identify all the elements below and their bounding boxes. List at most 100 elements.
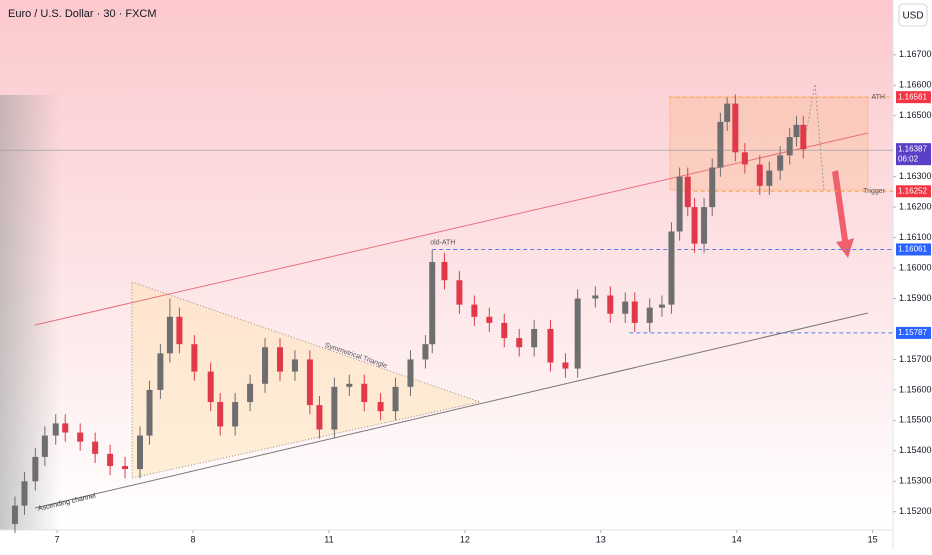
level-name: ATH — [872, 94, 885, 101]
countdown: 06:02 — [898, 154, 919, 163]
candle-body — [41, 435, 48, 457]
candle-body — [793, 124, 800, 138]
y-tick-label: 1.15900 — [899, 293, 932, 303]
candle-body — [741, 152, 748, 165]
current-value: 1.16387 — [898, 144, 927, 153]
candle-body — [732, 103, 739, 153]
candle-body — [471, 304, 478, 317]
y-tick-label: 1.16700 — [899, 49, 932, 59]
candle-body — [157, 353, 164, 390]
level-value: 1.16252 — [898, 186, 927, 195]
candle-body — [668, 231, 675, 305]
time-axis — [0, 530, 893, 550]
y-tick-label: 1.15400 — [899, 445, 932, 455]
candle-body — [691, 207, 698, 244]
x-tick-label: 8 — [190, 534, 195, 544]
candle-body — [21, 481, 28, 506]
candle-body — [684, 176, 691, 208]
candle-body — [276, 347, 283, 372]
triangle — [131, 281, 482, 479]
candle-body — [592, 295, 599, 299]
candle-body — [800, 124, 807, 150]
candle-body — [136, 435, 143, 470]
candle-body — [709, 167, 716, 208]
y-tick-label: 1.16000 — [899, 262, 932, 272]
candle-body — [361, 383, 368, 403]
candle-body — [607, 295, 614, 314]
candle-body — [441, 261, 448, 281]
current-tag — [896, 143, 931, 166]
candle-body — [107, 453, 114, 467]
candle-body — [32, 456, 39, 482]
candle-body — [217, 402, 224, 427]
candle-body — [717, 121, 724, 168]
currency-label[interactable]: USD — [902, 11, 923, 22]
y-tick-label: 1.15500 — [899, 415, 932, 425]
candle-body — [646, 307, 653, 323]
currency-button[interactable] — [898, 3, 928, 27]
down-arrow — [832, 170, 854, 258]
y-tick-label: 1.16100 — [899, 232, 932, 242]
level-tag — [896, 326, 931, 339]
level-name: Trigger — [863, 188, 886, 195]
candle-body — [392, 386, 399, 412]
level-value: 1.15787 — [898, 328, 927, 337]
candle-body — [331, 386, 338, 430]
candle-body — [62, 423, 69, 433]
candle-body — [429, 261, 436, 345]
candle-body — [232, 402, 239, 427]
candle-body — [456, 280, 463, 305]
y-tick-label: 1.15600 — [899, 384, 932, 394]
candle-body — [516, 338, 523, 348]
candle-body — [191, 344, 198, 372]
candle-body — [377, 402, 384, 412]
candle-body — [146, 389, 153, 436]
candle-body — [52, 423, 59, 436]
candle-body — [306, 359, 313, 406]
x-tick-label: 12 — [460, 534, 470, 544]
level-tag — [896, 185, 931, 198]
candle-body — [407, 359, 414, 387]
candle-body — [166, 316, 173, 354]
candle-body — [77, 432, 84, 442]
candle-body — [122, 466, 129, 470]
x-tick-label: 13 — [596, 534, 606, 544]
level-value: 1.16061 — [898, 245, 927, 254]
candle-body — [701, 207, 708, 244]
candle-body — [724, 103, 731, 122]
y-tick-label: 1.15300 — [899, 476, 932, 486]
y-tick-label: 1.16600 — [899, 80, 932, 90]
channel-bottom — [34, 312, 869, 509]
channel-top — [34, 132, 869, 326]
y-tick-label: 1.16300 — [899, 171, 932, 181]
level-name: old-ATH — [430, 239, 455, 246]
candle-body — [291, 359, 298, 372]
candle-body — [756, 164, 763, 186]
y-tick-label: 1.16500 — [899, 110, 932, 120]
candle-body — [531, 328, 538, 348]
candle-body — [631, 301, 638, 323]
candle-body — [262, 347, 269, 384]
candle-body — [658, 304, 665, 308]
x-tick-label: 11 — [324, 534, 333, 544]
x-tick-label: 14 — [732, 534, 742, 544]
candle-body — [486, 316, 493, 323]
level-tag — [896, 91, 931, 104]
chart-title: Euro / U.S. Dollar · 30 · FXCM — [8, 8, 157, 20]
x-tick-label: 7 — [55, 534, 60, 544]
candle-body — [777, 155, 784, 171]
candle-body — [622, 301, 629, 314]
y-tick-label: 1.15700 — [899, 354, 932, 364]
candle-body — [562, 362, 569, 369]
candle-body — [207, 371, 214, 403]
volume-profile — [0, 95, 60, 530]
candle-body — [176, 316, 183, 345]
candle-body — [786, 137, 793, 156]
candle-body — [92, 441, 99, 454]
candle-body — [346, 383, 353, 387]
candle-body — [766, 170, 773, 186]
candle-body — [422, 344, 429, 360]
candle-body — [316, 405, 323, 430]
candle-body — [547, 328, 554, 363]
